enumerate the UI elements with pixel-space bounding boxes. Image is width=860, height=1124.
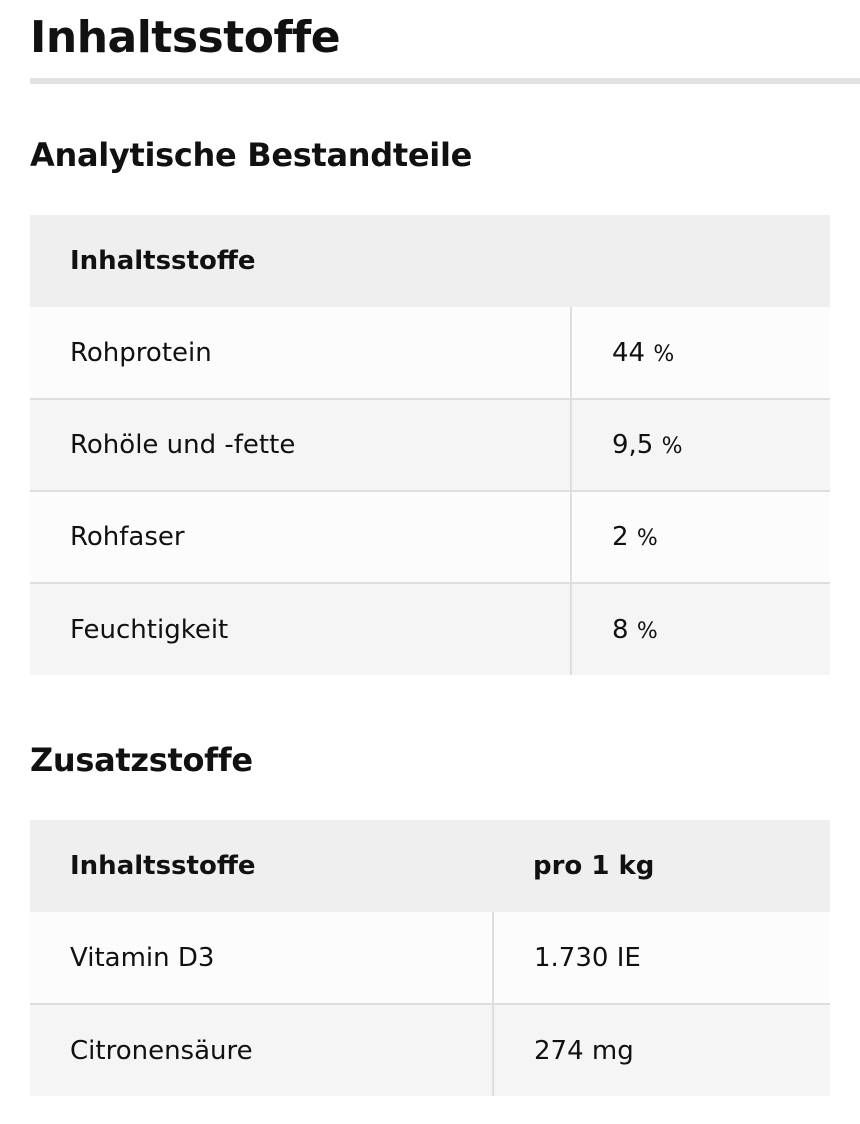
table-row: Rohprotein 44 %	[30, 307, 830, 399]
ingredient-name: Rohöle und -fette	[30, 398, 571, 491]
value-number: 9,5	[612, 430, 654, 460]
value-number: 2	[612, 522, 629, 552]
table-row: Rohfaser 2 %	[30, 490, 830, 583]
value-number: 44	[612, 337, 646, 368]
additives-section-title: Zusatzstoffe	[30, 741, 253, 779]
table-header-row: Inhaltsstoffe pro 1 kg	[30, 820, 830, 912]
value-unit: %	[653, 341, 675, 367]
table-header-ingredients: Inhaltsstoffe	[30, 820, 493, 912]
ingredient-value: 8 %	[570, 582, 830, 675]
table-row: Rohöle und -fette 9,5 %	[30, 398, 830, 491]
additive-name: Citronensäure	[30, 1003, 493, 1096]
value-unit: %	[636, 526, 658, 551]
page-title: Inhaltsstoffe	[30, 12, 341, 63]
table-header-row: Inhaltsstoffe	[30, 215, 830, 307]
table-header-ingredients: Inhaltsstoffe	[30, 215, 830, 307]
ingredient-name: Feuchtigkeit	[30, 582, 571, 675]
value-unit: %	[661, 434, 683, 459]
analytical-section-title: Analytische Bestandteile	[30, 136, 473, 174]
value-unit: %	[636, 618, 658, 644]
ingredients-page: Inhaltsstoffe Analytische Bestandteile I…	[30, 0, 860, 1096]
ingredient-name: Rohfaser	[30, 490, 571, 583]
ingredient-value: 44 %	[570, 307, 830, 399]
table-header-per-kg: pro 1 kg	[493, 820, 830, 912]
ingredient-value: 2 %	[570, 490, 830, 583]
ingredient-name: Rohprotein	[30, 307, 571, 399]
table-row: Feuchtigkeit 8 %	[30, 582, 830, 675]
additive-name: Vitamin D3	[30, 912, 493, 1004]
additives-table: Inhaltsstoffe pro 1 kg Vitamin D3 1.730 …	[30, 820, 830, 1096]
additive-value: 274 mg	[492, 1003, 830, 1096]
additive-value: 1.730 IE	[492, 912, 830, 1004]
value-number: 8	[612, 614, 629, 645]
analytical-table: Inhaltsstoffe Rohprotein 44 % Rohöle und…	[30, 215, 830, 675]
title-divider	[30, 78, 860, 84]
ingredient-value: 9,5 %	[570, 398, 830, 491]
table-row: Citronensäure 274 mg	[30, 1003, 830, 1096]
table-row: Vitamin D3 1.730 IE	[30, 912, 830, 1004]
